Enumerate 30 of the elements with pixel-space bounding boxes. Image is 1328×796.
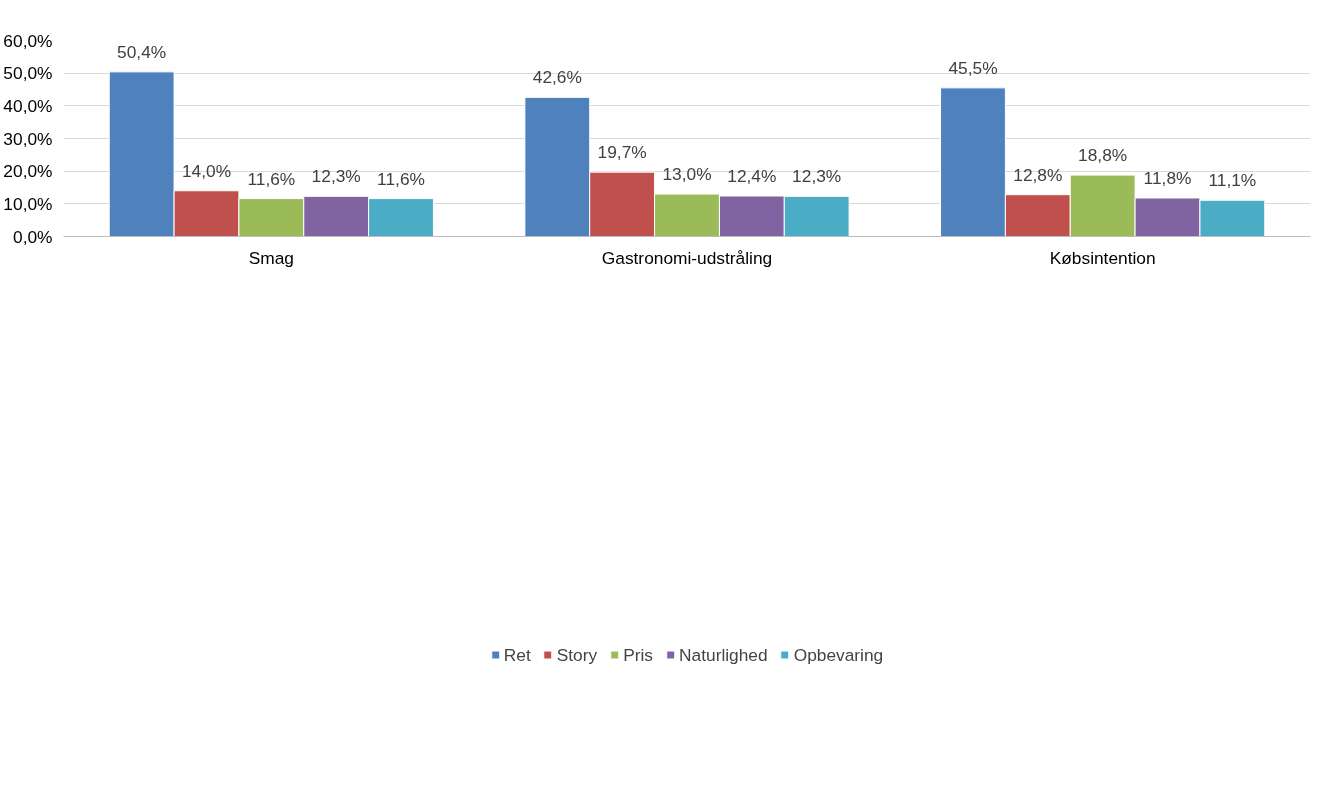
y-tick-label: 60,0%: [3, 30, 53, 51]
y-tick-label: 10,0%: [3, 193, 53, 214]
data-label: 11,6%: [377, 168, 425, 189]
y-tick-label: 0,0%: [13, 226, 53, 247]
data-label: 13,0%: [662, 164, 712, 185]
data-label: 12,3%: [792, 166, 842, 187]
y-tick-label: 20,0%: [3, 161, 53, 182]
x-tick-label: Købsintention: [1049, 247, 1156, 268]
data-label: 18,8%: [1078, 145, 1128, 166]
data-label: 19,7%: [597, 142, 647, 163]
data-label: 11,1%: [1208, 170, 1257, 191]
data-label: 50,4%: [117, 41, 167, 62]
x-tick-label: Gastronomi-udstråling: [601, 247, 773, 268]
data-label: 11,8%: [1143, 167, 1192, 188]
data-label: 12,3%: [311, 166, 361, 187]
legend-label: Opbevaring: [793, 644, 884, 666]
y-tick-label: 40,0%: [3, 95, 53, 116]
data-label: 11,6%: [247, 168, 296, 189]
x-tick-label: Smag: [248, 247, 294, 268]
y-tick-label: 50,0%: [3, 63, 53, 84]
data-label: 42,6%: [532, 67, 582, 88]
legend-label: Pris: [623, 644, 654, 666]
legend-label: Ret: [503, 644, 531, 666]
data-label: 12,4%: [727, 165, 777, 186]
data-label: 14,0%: [181, 160, 232, 181]
legend-label: Story: [556, 644, 598, 666]
data-label: 45,5%: [948, 57, 998, 78]
y-tick-label: 30,0%: [3, 128, 53, 149]
data-label: 12,8%: [1013, 164, 1063, 185]
legend-label: Naturlighed: [679, 644, 768, 666]
